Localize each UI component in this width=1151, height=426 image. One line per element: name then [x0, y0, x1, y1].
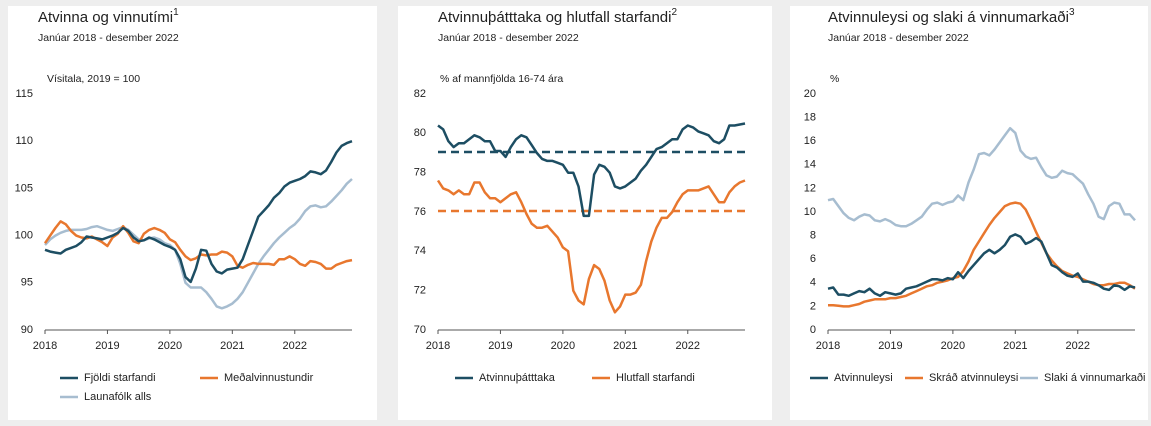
series-line — [827, 233, 1136, 298]
y-tick-label: 70 — [414, 324, 426, 336]
y-tick-label: 78 — [414, 167, 426, 179]
y-tick-label: 4 — [810, 277, 816, 289]
legend-label: Skráð atvinnuleysi — [929, 372, 1018, 384]
y-tick-label: 80 — [414, 127, 426, 139]
y-axis-label: Vísitala, 2019 = 100 — [47, 73, 140, 85]
y-tick-label: 72 — [414, 285, 426, 297]
legend-label: Launafólk alls — [84, 391, 152, 403]
x-tick-label: 2021 — [220, 340, 244, 352]
title-note: 1 — [173, 7, 179, 18]
y-tick-label: 16 — [804, 135, 816, 147]
y-tick-label: 115 — [15, 88, 33, 100]
y-tick-label: 10 — [804, 206, 816, 218]
title-text: Atvinnuleysi og slaki á vinnumarkaði — [828, 9, 1069, 26]
x-tick-label: 2021 — [613, 340, 637, 352]
x-tick-label: 2020 — [158, 340, 182, 352]
title-text: Atvinnuþátttaka og hlutfall starfandi — [438, 9, 671, 26]
series-line — [828, 201, 1136, 308]
legend-label: Atvinnuþátttaka — [479, 372, 556, 384]
title-text: Atvinna og vinnutími — [38, 9, 173, 26]
y-tick-label: 6 — [810, 253, 816, 265]
y-tick-label: 90 — [21, 324, 33, 336]
legend-label: Meðalvinnustundir — [224, 372, 314, 384]
series-line — [44, 178, 353, 310]
y-tick-label: 2 — [810, 300, 816, 312]
title-note: 2 — [671, 7, 677, 18]
chart-title: Atvinnuþátttaka og hlutfall starfandi2 — [438, 7, 677, 26]
x-tick-label: 2020 — [551, 340, 575, 352]
x-tick-label: 2020 — [941, 340, 965, 352]
legend-label: Hlutfall starfandi — [616, 372, 695, 384]
y-tick-label: 105 — [15, 182, 33, 194]
legend-label: Atvinnuleysi — [834, 372, 893, 384]
y-axis-label: % — [830, 73, 839, 85]
y-tick-label: 20 — [804, 88, 816, 100]
subtitle: Janúar 2018 - desember 2022 — [38, 32, 179, 44]
x-tick-label: 2019 — [95, 340, 119, 352]
y-tick-label: 0 — [810, 324, 816, 336]
x-tick-label: 2019 — [488, 340, 512, 352]
panel — [790, 6, 1148, 420]
y-tick-label: 82 — [414, 88, 426, 100]
y-tick-label: 100 — [15, 230, 33, 242]
x-tick-label: 2021 — [1003, 340, 1027, 352]
series-line — [827, 126, 1136, 228]
series-line — [437, 122, 746, 218]
y-axis-label: % af mannfjölda 16-74 ára — [440, 73, 563, 85]
y-tick-label: 18 — [804, 112, 816, 124]
y-tick-label: 12 — [804, 182, 816, 194]
y-tick-label: 110 — [15, 135, 33, 147]
chart-title: Atvinna og vinnutími1 — [38, 7, 179, 26]
series-line — [44, 140, 353, 284]
y-tick-label: 74 — [414, 245, 426, 257]
x-tick-label: 2022 — [676, 340, 700, 352]
x-tick-label: 2018 — [33, 340, 57, 352]
panel — [8, 6, 377, 420]
x-tick-label: 2022 — [283, 340, 307, 352]
chart-title: Atvinnuleysi og slaki á vinnumarkaði3 — [828, 7, 1075, 26]
title-note: 3 — [1069, 7, 1075, 18]
subtitle: Janúar 2018 - desember 2022 — [438, 32, 579, 44]
y-tick-label: 95 — [21, 277, 33, 289]
legend-label: Fjöldi starfandi — [84, 372, 156, 384]
y-tick-label: 8 — [810, 230, 816, 242]
x-tick-label: 2019 — [878, 340, 902, 352]
legend-label: Slaki á vinnumarkaði — [1044, 372, 1146, 384]
y-tick-label: 14 — [804, 159, 816, 171]
y-tick-label: 76 — [414, 206, 426, 218]
x-tick-label: 2018 — [816, 340, 840, 352]
subtitle: Janúar 2018 - desember 2022 — [828, 32, 969, 44]
panel — [398, 6, 772, 420]
x-tick-label: 2022 — [1066, 340, 1090, 352]
x-tick-label: 2018 — [426, 340, 450, 352]
series-line — [436, 179, 746, 314]
